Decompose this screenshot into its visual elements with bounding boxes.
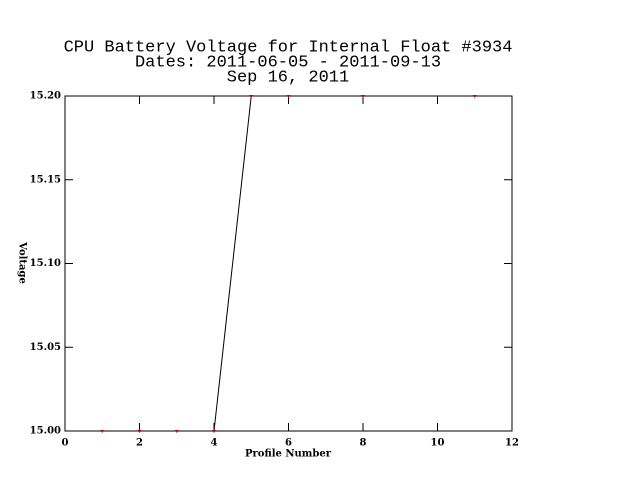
x-tick-label: 2: [136, 438, 143, 449]
y-axis-label: Voltage: [17, 241, 28, 284]
x-tick-label: 0: [62, 438, 69, 449]
x-axis-label: Profile Number: [245, 449, 332, 460]
data-point: [249, 95, 254, 98]
data-point: [361, 95, 365, 98]
x-tick-label: 12: [505, 438, 519, 449]
x-tick-label: 10: [431, 438, 445, 449]
data-point: [137, 430, 142, 433]
data-point: [100, 430, 105, 433]
y-tick-label: 15.20: [30, 91, 61, 102]
x-tick-label: 6: [285, 438, 292, 449]
y-tick-label: 15.05: [30, 342, 61, 353]
x-tick-label: 8: [360, 438, 367, 449]
chart-subtitle: Dates: 2011-06-05 - 2011-09-13: [135, 53, 441, 72]
chart-title: CPU Battery Voltage for Internal Float #…: [64, 38, 513, 57]
data-point: [212, 430, 216, 433]
x-tick-label: 4: [211, 438, 218, 449]
y-tick-label: 15.10: [30, 258, 61, 269]
y-tick-label: 15.15: [30, 174, 61, 185]
data-point: [286, 95, 291, 98]
data-point: [174, 430, 179, 433]
y-tick-label: 15.00: [30, 426, 61, 437]
data-line: [102, 95, 475, 432]
chart-date: Sep 16, 2011: [227, 68, 349, 87]
data-point: [472, 95, 477, 98]
